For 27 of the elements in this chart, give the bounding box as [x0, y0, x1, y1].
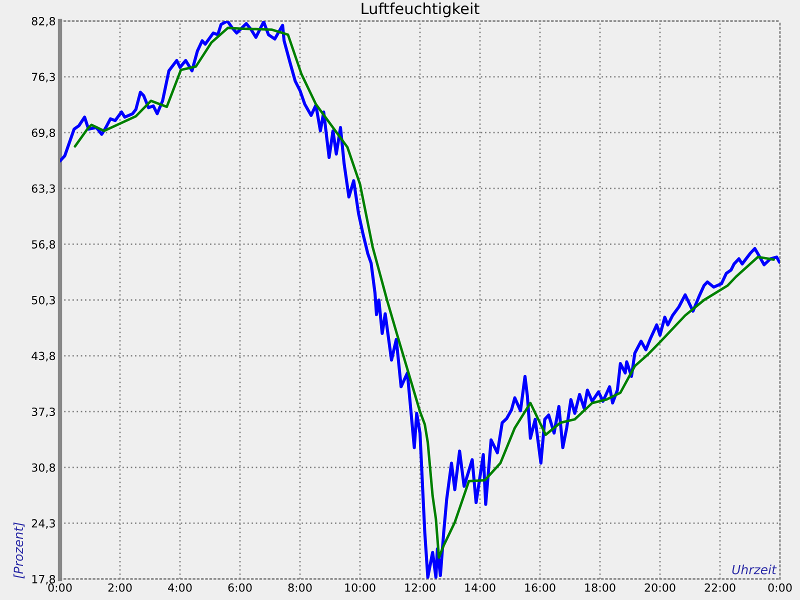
- x-tick-label: 22:00: [704, 583, 736, 592]
- x-tick-label: 4:00: [168, 583, 192, 592]
- x-tick-label: 8:00: [288, 583, 312, 592]
- y-tick-label: 24,3: [32, 519, 55, 529]
- chart-title: Luftfeuchtigkeit: [362, 2, 480, 18]
- x-tick-label: 0:00: [768, 583, 792, 592]
- y-tick-label: 50,3: [32, 296, 55, 306]
- x-tick-label: 20:00: [644, 583, 676, 592]
- x-tick-label: 12:00: [405, 583, 436, 592]
- y-tick-label: 30,8: [32, 463, 56, 473]
- x-axis-title: Uhrzeit: [732, 564, 777, 574]
- x-tick-label: 18:00: [585, 583, 616, 592]
- y-tick-label: 76,3: [32, 72, 55, 82]
- y-tick-label: 43,8: [32, 352, 56, 362]
- x-tick-label: 2:00: [108, 583, 132, 592]
- x-tick-label: 10:00: [345, 583, 376, 592]
- y-tick-label: 37,3: [32, 408, 55, 418]
- y-tick-label: 63,3: [32, 184, 55, 194]
- x-tick-label: 16:00: [525, 583, 556, 592]
- y-tick-label: 56,8: [32, 240, 56, 250]
- y-axis-title: [Prozent]: [13, 522, 25, 578]
- y-tick-label: 69,8: [32, 128, 56, 138]
- x-tick-label: 14:00: [465, 583, 496, 592]
- x-tick-label: 0:00: [48, 583, 72, 592]
- y-tick-label: 82,8: [32, 16, 56, 27]
- y-tick-label: 17,8: [32, 574, 56, 585]
- x-tick-label: 6:00: [228, 583, 252, 592]
